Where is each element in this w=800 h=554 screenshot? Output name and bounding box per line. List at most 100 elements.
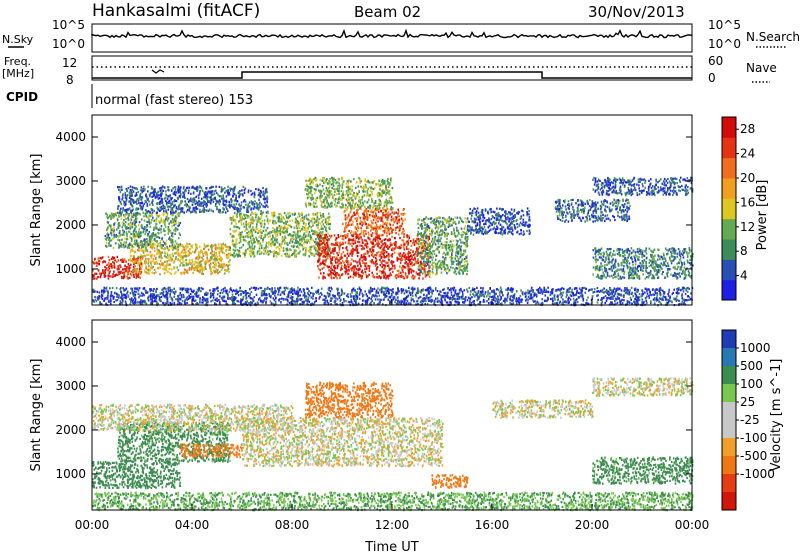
power-cell	[110, 232, 112, 235]
power-cell	[119, 191, 122, 194]
power-cell	[161, 257, 163, 260]
power-cell	[336, 267, 339, 270]
power-cell	[409, 251, 412, 255]
power-cell	[252, 237, 255, 240]
power-cell	[286, 220, 289, 223]
power-cell	[235, 238, 238, 241]
power-cell	[256, 250, 259, 253]
power-cell	[196, 269, 199, 272]
power-cell	[233, 225, 235, 228]
power-cell	[407, 264, 409, 267]
power-cell	[199, 208, 201, 211]
power-cell	[246, 208, 248, 211]
power-cell	[156, 201, 159, 205]
power-cell	[335, 275, 337, 278]
date-title: 30/Nov/2013	[588, 3, 685, 21]
power-cell	[233, 255, 235, 258]
power-cell	[180, 210, 182, 214]
power-cell	[141, 191, 143, 194]
power-cell	[139, 241, 142, 244]
power-cell	[126, 270, 129, 273]
power-cell	[338, 196, 341, 199]
power-cell	[172, 209, 174, 213]
power-cell	[371, 221, 373, 224]
power-cell	[212, 210, 214, 213]
power-cell	[380, 276, 382, 279]
power-cell	[333, 181, 335, 184]
power-cell	[299, 238, 302, 241]
power-cell	[311, 221, 313, 224]
power-cell	[253, 245, 256, 248]
power-cell	[116, 219, 119, 222]
power-cell	[434, 223, 436, 226]
power-cell	[298, 212, 300, 215]
power-cell	[400, 246, 402, 249]
power-cell	[406, 262, 408, 265]
power-cell	[195, 208, 198, 211]
power-cell	[378, 198, 380, 201]
power-cell	[236, 209, 239, 212]
power-cell	[102, 271, 104, 274]
power-cell	[223, 200, 226, 203]
power-cell	[124, 191, 126, 194]
power-cell	[357, 269, 359, 272]
power-cell	[326, 257, 329, 260]
power-cell	[180, 271, 182, 274]
power-cell	[428, 256, 431, 259]
power-cell	[323, 201, 325, 204]
power-cell	[346, 261, 348, 264]
power-cell	[222, 202, 225, 205]
power-cell	[255, 216, 257, 219]
power-cell	[166, 195, 169, 198]
power-cell	[337, 259, 339, 262]
power-cell	[251, 247, 254, 250]
power-cell	[376, 239, 379, 242]
power-cell	[345, 259, 347, 262]
power-cell	[307, 179, 309, 183]
power-cell	[136, 259, 139, 262]
power-cell	[169, 196, 172, 199]
power-cell	[161, 192, 163, 196]
power-cell	[162, 221, 165, 224]
power-cell	[205, 194, 208, 197]
power-cell	[174, 230, 177, 233]
power-cell	[388, 239, 390, 242]
power-cell	[113, 256, 116, 259]
power-cell	[362, 212, 364, 215]
power-cell	[173, 229, 175, 232]
power-cell	[135, 230, 137, 233]
power-cell	[254, 231, 257, 234]
power-cell	[183, 267, 186, 270]
power-cell	[310, 178, 312, 181]
power-cell	[155, 235, 158, 238]
power-cell	[294, 252, 297, 255]
power-cell	[327, 182, 329, 185]
power-cell	[381, 255, 383, 259]
power-cell	[143, 185, 145, 188]
power-cell	[359, 262, 362, 265]
power-cell	[124, 237, 126, 240]
power-cell	[232, 219, 235, 222]
power-cell	[341, 184, 344, 187]
power-cell	[251, 253, 253, 256]
power-cell	[273, 211, 276, 215]
power-cell	[131, 200, 134, 203]
power-cell	[139, 273, 141, 276]
power-cell	[179, 259, 181, 262]
power-cell	[220, 195, 222, 198]
power-cell	[170, 241, 173, 244]
power-cell	[253, 219, 255, 222]
power-cell	[121, 221, 124, 224]
power-cell	[455, 222, 457, 225]
power-cell	[259, 195, 262, 198]
power-cell	[168, 248, 171, 251]
power-cell	[295, 249, 297, 252]
power-cell	[121, 211, 123, 214]
power-cell	[365, 210, 367, 213]
power-cell	[312, 239, 315, 242]
power-cell	[177, 224, 179, 228]
power-cell	[389, 213, 392, 216]
power-cell	[106, 220, 109, 224]
power-cell	[232, 206, 234, 209]
power-cell	[221, 245, 223, 248]
